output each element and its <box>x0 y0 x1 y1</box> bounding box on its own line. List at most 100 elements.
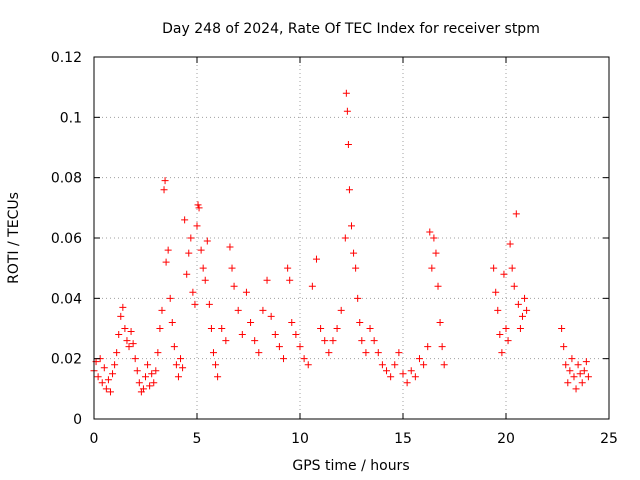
axis-ticks <box>93 56 610 420</box>
data-point <box>212 361 220 369</box>
data-point <box>292 331 300 339</box>
data-point <box>496 331 504 339</box>
data-point <box>378 361 386 369</box>
data-point <box>333 325 341 332</box>
data-point <box>170 343 178 351</box>
data-point <box>492 288 500 296</box>
data-point <box>325 349 333 357</box>
data-point <box>259 306 267 314</box>
data-point <box>356 318 364 326</box>
data-point <box>115 331 123 339</box>
data-point <box>275 343 283 351</box>
data-point <box>562 361 570 369</box>
data-point <box>312 255 320 263</box>
data-point <box>399 370 407 378</box>
data-point <box>521 294 529 302</box>
data-point <box>164 246 172 254</box>
data-point <box>271 331 279 339</box>
data-point <box>214 373 222 381</box>
data-point <box>490 264 498 272</box>
data-point <box>123 337 131 345</box>
data-point <box>247 318 255 326</box>
data-point <box>506 240 514 248</box>
data-point <box>94 373 102 381</box>
data-point <box>152 367 160 375</box>
data-point <box>566 367 574 375</box>
data-point <box>337 306 345 314</box>
data-point <box>415 355 423 363</box>
data-point <box>516 325 524 332</box>
data-point <box>251 337 259 345</box>
data-point <box>358 337 366 345</box>
data-point <box>172 361 180 369</box>
y-tick-label: 0.06 <box>51 231 82 247</box>
data-point <box>341 234 349 242</box>
data-point <box>197 246 205 254</box>
data-point <box>148 370 156 378</box>
data-point <box>230 282 238 290</box>
data-point <box>242 288 250 296</box>
data-point <box>218 325 226 332</box>
x-tick-label: 5 <box>193 431 202 447</box>
data-point <box>183 270 191 278</box>
x-tick-label: 10 <box>291 431 309 447</box>
data-point <box>362 349 370 357</box>
data-point <box>343 107 351 115</box>
data-point <box>168 318 176 326</box>
data-point <box>154 349 162 357</box>
data-point <box>194 201 202 209</box>
data-point <box>504 337 512 345</box>
data-point <box>354 294 362 302</box>
data-point <box>321 337 329 345</box>
data-point <box>133 367 141 375</box>
x-tick-label: 25 <box>600 431 618 447</box>
data-point <box>576 370 584 378</box>
data-point <box>424 343 432 351</box>
data-point <box>100 364 108 372</box>
data-point <box>558 325 566 332</box>
data-point <box>181 216 189 224</box>
data-point <box>288 318 296 326</box>
y-tick-label: 0.04 <box>51 291 82 307</box>
data-point <box>160 186 168 194</box>
data-point <box>508 264 516 272</box>
data-point <box>370 337 378 345</box>
data-point <box>280 355 288 363</box>
x-axis-label: GPS time / hours <box>292 458 409 474</box>
data-point <box>267 312 275 320</box>
data-point <box>523 306 531 314</box>
y-axis-label: ROTI / TECUs <box>6 192 22 284</box>
y-tick-label: 0 <box>73 412 82 428</box>
data-point <box>142 373 149 381</box>
data-point <box>564 379 572 387</box>
data-point <box>109 370 117 378</box>
y-tick-label: 0.02 <box>51 352 82 368</box>
data-point <box>201 276 209 284</box>
data-point <box>207 325 215 332</box>
data-point <box>440 361 448 369</box>
data-point <box>209 349 217 357</box>
x-tick-labels: 0 5 10 15 20 25 <box>90 431 618 447</box>
data-point <box>166 294 174 302</box>
data-point <box>102 385 110 393</box>
data-point <box>426 228 434 236</box>
data-point <box>317 325 325 332</box>
data-point <box>117 312 125 320</box>
y-tick-label: 0.08 <box>51 171 82 187</box>
data-point <box>411 373 419 381</box>
data-point <box>127 328 135 336</box>
data-point <box>222 337 230 345</box>
data-point <box>131 355 139 363</box>
x-tick-label: 0 <box>90 431 99 447</box>
data-point <box>191 300 199 308</box>
data-point <box>502 325 510 332</box>
y-tick-label: 0.12 <box>51 50 82 66</box>
data-point <box>494 306 502 314</box>
data-point <box>584 373 592 381</box>
data-point <box>228 264 236 272</box>
data-point <box>177 355 185 363</box>
data-point <box>498 349 506 357</box>
y-tick-label: 0.1 <box>60 110 82 126</box>
